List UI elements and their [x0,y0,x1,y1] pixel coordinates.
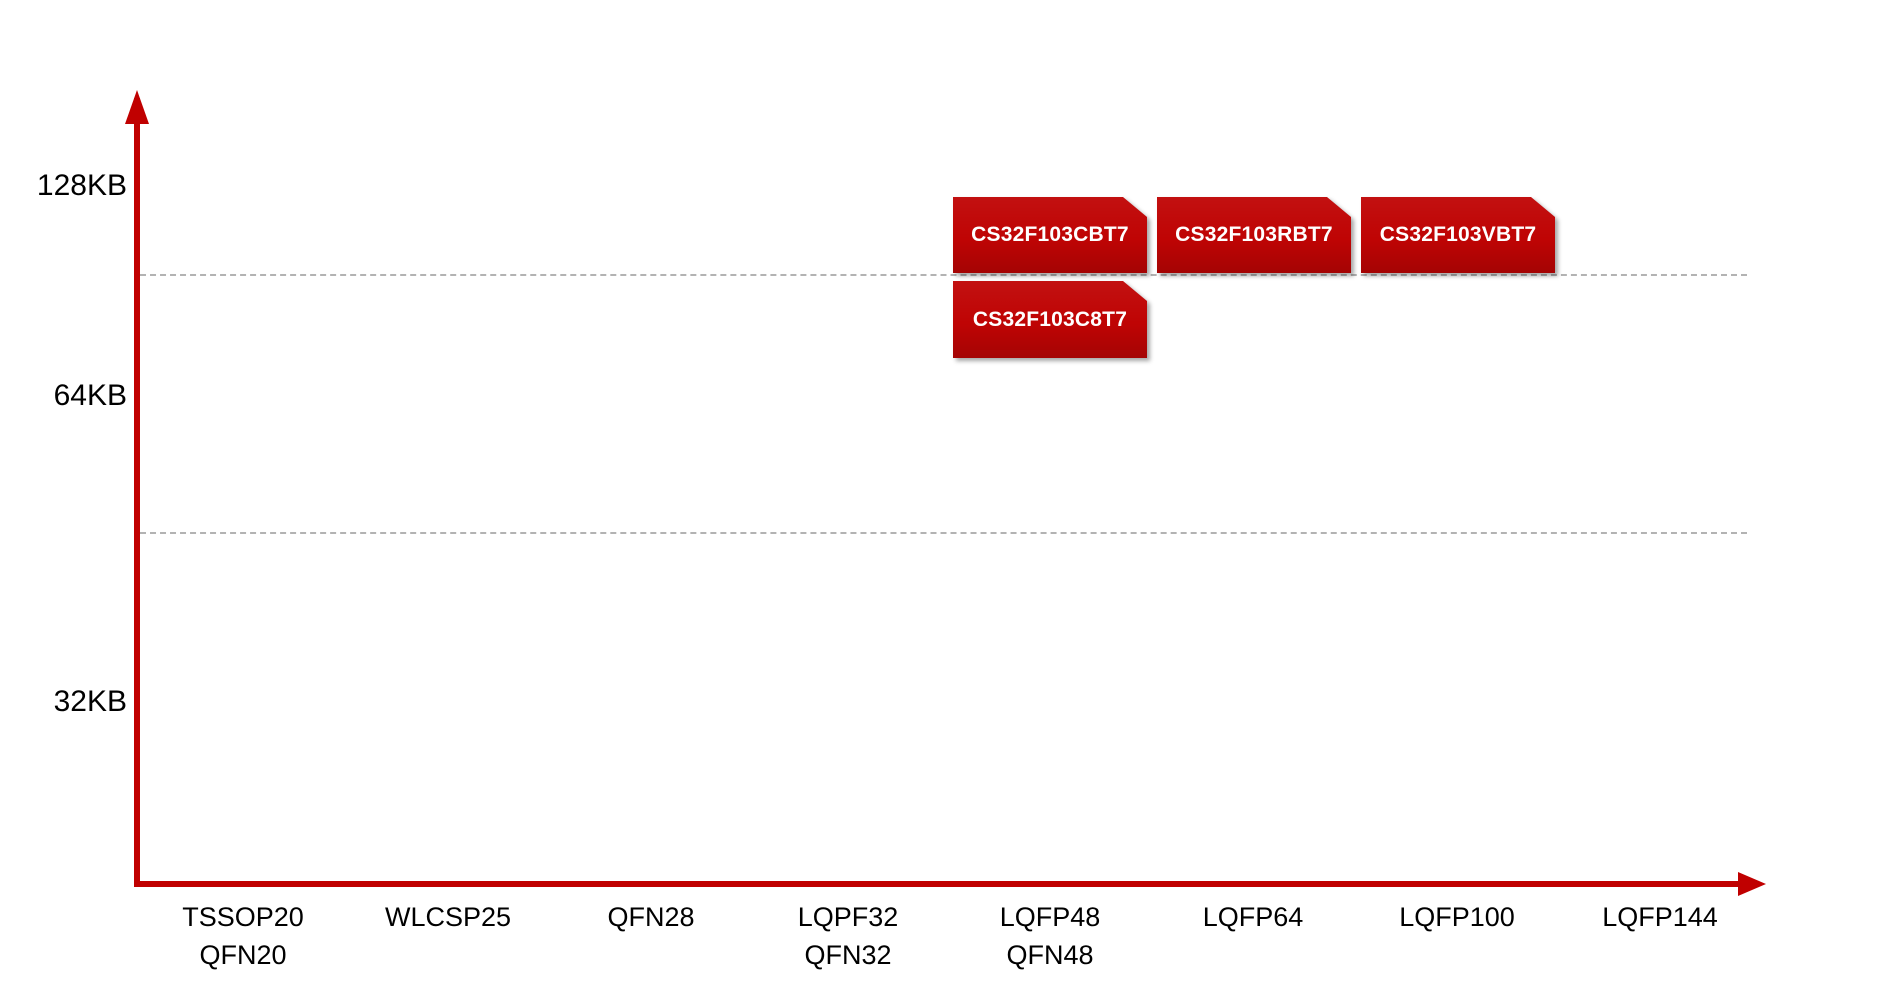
x-label-line2: QFN48 [1006,940,1094,970]
x-label-qfn28: QFN28 [541,898,761,936]
x-label-line1: LQFP100 [1399,902,1515,932]
x-label-lqpf32-qfn32: LQPF32 QFN32 [738,898,958,974]
x-label-line1: TSSOP20 [182,902,304,932]
y-axis-line [134,98,140,887]
x-label-line2: QFN32 [804,940,892,970]
x-label-lqfp64: LQFP64 [1143,898,1363,936]
y-tick-128kb: 128KB [36,169,127,202]
x-label-line1: QFN28 [607,902,695,932]
x-label-line1: LQFP64 [1202,902,1304,932]
chip-cs32f103cbt7: CS32F103CBT7 [953,197,1147,273]
chip-cs32f103vbt7: CS32F103VBT7 [1361,197,1555,273]
x-label-line2: QFN20 [199,940,287,970]
x-label-line1: WLCSP25 [384,902,512,932]
chip-cs32f103c8t7: CS32F103C8T7 [953,281,1147,358]
chip-label: CS32F103RBT7 [1157,197,1351,273]
chip-label: CS32F103VBT7 [1361,197,1555,273]
x-axis-arrow-icon [1738,872,1766,896]
y-tick-32kb: 32KB [53,685,127,718]
x-axis-line [134,881,1746,887]
gridline-upper [140,274,1747,276]
x-label-lqfp100: LQFP100 [1347,898,1567,936]
x-label-lqfp48-qfn48: LQFP48 QFN48 [940,898,1160,974]
chip-cs32f103rbt7: CS32F103RBT7 [1157,197,1351,273]
y-tick-64kb: 64KB [53,379,127,412]
x-label-wlcsp25: WLCSP25 [338,898,558,936]
gridline-lower [140,532,1747,534]
x-label-line1: LQPF32 [797,902,899,932]
x-label-line1: LQFP48 [999,902,1101,932]
x-label-lqfp144: LQFP144 [1550,898,1770,936]
chip-label: CS32F103CBT7 [953,197,1147,273]
x-label-line1: LQFP144 [1602,902,1718,932]
x-label-tssop20-qfn20: TSSOP20 QFN20 [133,898,353,974]
chip-label: CS32F103C8T7 [953,281,1147,358]
